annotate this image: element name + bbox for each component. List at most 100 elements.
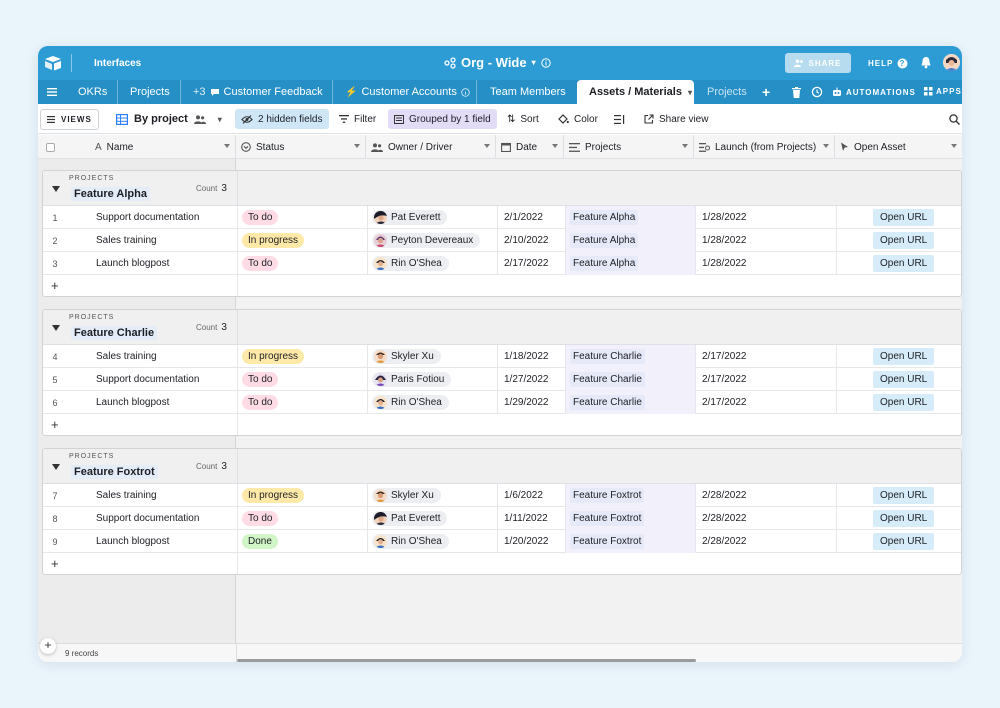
tab-customer-accounts[interactable]: ⚡ Customer Accounts: [333, 80, 477, 104]
row-height-button[interactable]: [608, 109, 631, 129]
project-cell[interactable]: Feature Alpha: [566, 229, 696, 252]
status-cell[interactable]: Done: [238, 530, 368, 553]
table-row[interactable]: 1 Support documentation To do Pat Everet…: [43, 206, 961, 229]
name-cell[interactable]: Sales training: [67, 484, 238, 507]
tab-customer-feedback[interactable]: +3 Customer Feedback: [181, 80, 333, 104]
add-record-row[interactable]: +: [43, 414, 961, 435]
plus-icon[interactable]: +: [51, 556, 59, 571]
airtable-logo-icon[interactable]: [44, 55, 62, 71]
group-header[interactable]: PROJECTS Feature Charlie Count 3: [43, 310, 961, 345]
status-cell[interactable]: In progress: [238, 345, 368, 368]
owner-cell[interactable]: Rin O'Shea: [368, 530, 498, 553]
owner-cell[interactable]: Paris Fotiou: [368, 368, 498, 391]
filter-button[interactable]: Filter: [333, 109, 382, 129]
share-button[interactable]: SHARE: [785, 53, 851, 73]
chevron-down-icon[interactable]: [484, 144, 490, 148]
owner-cell[interactable]: Pat Everett: [368, 507, 498, 530]
status-cell[interactable]: In progress: [238, 484, 368, 507]
name-cell[interactable]: Launch blogpost: [67, 252, 238, 275]
apps-button[interactable]: APPS: [924, 87, 962, 96]
plus-icon[interactable]: +: [51, 278, 59, 293]
collapse-triangle-icon[interactable]: [52, 325, 60, 331]
views-button[interactable]: VIEWS: [40, 109, 99, 130]
table-row[interactable]: 9 Launch blogpost Done Rin O'Shea 1/20/2…: [43, 530, 961, 553]
project-cell[interactable]: Feature Charlie: [566, 345, 696, 368]
name-cell[interactable]: Sales training: [67, 229, 238, 252]
help-button[interactable]: HELP ?: [868, 58, 908, 69]
collapse-triangle-icon[interactable]: [52, 464, 60, 470]
open-url-button[interactable]: Open URL: [873, 487, 935, 504]
hidden-fields-button[interactable]: 2 hidden fields: [235, 109, 329, 129]
owner-cell[interactable]: Rin O'Shea: [368, 391, 498, 414]
project-cell[interactable]: Feature Charlie: [566, 368, 696, 391]
tab-projects[interactable]: Projects: [118, 80, 181, 104]
name-cell[interactable]: Launch blogpost: [67, 530, 238, 553]
select-all-checkbox[interactable]: [38, 135, 62, 159]
add-record-button[interactable]: +: [40, 638, 56, 654]
table-row[interactable]: 8 Support documentation To do Pat Everet…: [43, 507, 961, 530]
table-row[interactable]: 2 Sales training In progress Peyton Deve…: [43, 229, 961, 252]
open-url-button[interactable]: Open URL: [873, 533, 935, 550]
status-cell[interactable]: To do: [238, 391, 368, 414]
column-header-projects[interactable]: Projects: [564, 135, 694, 159]
automations-button[interactable]: AUTOMATIONS: [832, 87, 916, 97]
collapse-triangle-icon[interactable]: [52, 186, 60, 192]
open-url-button[interactable]: Open URL: [873, 232, 935, 249]
date-cell[interactable]: 1/11/2022: [498, 507, 566, 530]
hamburger-menu-icon[interactable]: [47, 88, 57, 96]
owner-cell[interactable]: Skyler Xu: [368, 484, 498, 507]
table-row[interactable]: 3 Launch blogpost To do Rin O'Shea 2/17/…: [43, 252, 961, 275]
tab-team-members[interactable]: Team Members: [477, 80, 577, 104]
status-cell[interactable]: To do: [238, 252, 368, 275]
open-url-button[interactable]: Open URL: [873, 255, 935, 272]
status-cell[interactable]: In progress: [238, 229, 368, 252]
name-cell[interactable]: Launch blogpost: [67, 391, 238, 414]
name-cell[interactable]: Support documentation: [67, 507, 238, 530]
table-row[interactable]: 7 Sales training In progress Skyler Xu 1…: [43, 484, 961, 507]
open-url-button[interactable]: Open URL: [873, 209, 935, 226]
status-cell[interactable]: To do: [238, 368, 368, 391]
project-cell[interactable]: Feature Alpha: [566, 206, 696, 229]
column-header-name[interactable]: A Name: [62, 135, 236, 159]
share-view-button[interactable]: Share view: [638, 109, 714, 129]
tab-projects-overflow[interactable]: Projects: [694, 80, 756, 104]
base-name-menu[interactable]: Org - Wide ▾: [444, 55, 551, 70]
date-cell[interactable]: 1/6/2022: [498, 484, 566, 507]
name-cell[interactable]: Support documentation: [67, 206, 238, 229]
open-url-button[interactable]: Open URL: [873, 510, 935, 527]
project-cell[interactable]: Feature Foxtrot: [566, 484, 696, 507]
color-button[interactable]: Color: [552, 109, 604, 129]
chevron-down-icon[interactable]: [224, 144, 230, 148]
column-header-status[interactable]: Status: [236, 135, 366, 159]
chevron-down-icon[interactable]: [354, 144, 360, 148]
date-cell[interactable]: 1/29/2022: [498, 391, 566, 414]
chevron-down-icon[interactable]: [552, 144, 558, 148]
column-header-launch[interactable]: Launch (from Projects): [694, 135, 835, 159]
project-cell[interactable]: Feature Charlie: [566, 391, 696, 414]
owner-cell[interactable]: Skyler Xu: [368, 345, 498, 368]
search-icon[interactable]: [949, 114, 960, 125]
table-row[interactable]: 5 Support documentation To do Paris Foti…: [43, 368, 961, 391]
date-cell[interactable]: 1/27/2022: [498, 368, 566, 391]
owner-cell[interactable]: Peyton Devereaux: [368, 229, 498, 252]
name-cell[interactable]: Sales training: [67, 345, 238, 368]
owner-cell[interactable]: Pat Everett: [368, 206, 498, 229]
chevron-down-icon[interactable]: [823, 144, 829, 148]
project-cell[interactable]: Feature Foxtrot: [566, 507, 696, 530]
table-row[interactable]: 6 Launch blogpost To do Rin O'Shea 1/29/…: [43, 391, 961, 414]
hidden-tabs-count[interactable]: +3: [193, 86, 206, 98]
project-cell[interactable]: Feature Foxtrot: [566, 530, 696, 553]
chevron-down-icon[interactable]: [682, 144, 688, 148]
project-cell[interactable]: Feature Alpha: [566, 252, 696, 275]
info-icon[interactable]: [540, 57, 551, 68]
trash-icon[interactable]: [792, 87, 801, 98]
date-cell[interactable]: 1/18/2022: [498, 345, 566, 368]
open-url-button[interactable]: Open URL: [873, 348, 935, 365]
sort-button[interactable]: ⇅ Sort: [501, 109, 545, 129]
date-cell[interactable]: 2/10/2022: [498, 229, 566, 252]
add-table-icon[interactable]: +: [762, 84, 771, 100]
view-switcher[interactable]: By project ▾: [110, 109, 228, 129]
horizontal-scrollbar[interactable]: [237, 659, 696, 662]
name-cell[interactable]: Support documentation: [67, 368, 238, 391]
tab-okrs[interactable]: OKRs: [66, 80, 118, 104]
